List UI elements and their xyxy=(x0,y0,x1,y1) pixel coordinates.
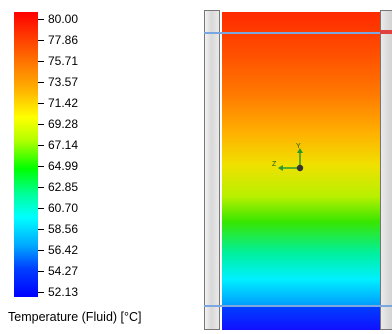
color-scale-bar xyxy=(14,12,38,297)
y-axis-arrowhead xyxy=(297,148,303,153)
left-wall xyxy=(204,10,220,330)
legend-tick-mark xyxy=(38,271,44,272)
bottom-interface-line xyxy=(204,305,392,307)
legend-tick-mark xyxy=(38,229,44,230)
temperature-legend: 80.00 77.86 75.71 73.57 71.42 69.28 67.14 64.99… xyxy=(8,12,142,324)
legend-tick-mark xyxy=(38,166,44,167)
legend-tick-mark xyxy=(38,145,44,146)
legend-tick-label: 80.00 xyxy=(48,12,79,26)
legend-tick-label: 77.86 xyxy=(48,33,79,47)
legend-tick-label: 60.70 xyxy=(48,201,79,215)
legend-tick-label: 73.57 xyxy=(48,75,79,89)
legend-tick-label: 75.71 xyxy=(48,54,79,68)
top-interface-line xyxy=(204,32,392,34)
legend-tick-label: 67.14 xyxy=(48,138,79,152)
right-wall xyxy=(380,10,392,330)
legend-tick-mark xyxy=(38,187,44,188)
z-axis-arrowhead xyxy=(278,165,283,171)
legend-tick-mark xyxy=(38,103,44,104)
triad-origin xyxy=(296,164,304,172)
legend-tick-label: 52.13 xyxy=(48,285,79,299)
legend-tick-label: 56.42 xyxy=(48,243,79,257)
legend-tick-label: 71.42 xyxy=(48,96,79,110)
legend-title: Temperature (Fluid) [°C] xyxy=(8,310,142,324)
coordinate-triad-icon: Y Z xyxy=(272,143,304,172)
legend-tick-mark xyxy=(38,208,44,209)
z-axis-label: Z xyxy=(272,161,277,168)
legend-tick-label: 54.27 xyxy=(48,264,79,278)
legend-tick-mark xyxy=(38,124,44,125)
legend-tick-mark xyxy=(38,40,44,41)
y-axis-label: Y xyxy=(296,143,301,150)
legend-tick-label: 62.85 xyxy=(48,180,79,194)
outlet-band xyxy=(222,306,380,330)
legend-tick-mark xyxy=(38,82,44,83)
legend-tick-label: 69.28 xyxy=(48,117,79,131)
legend-tick-mark xyxy=(38,250,44,251)
inlet-marker xyxy=(380,30,392,34)
legend-tick-mark xyxy=(38,61,44,62)
legend-tick-mark xyxy=(38,19,44,20)
legend-tick-label: 64.99 xyxy=(48,159,79,173)
legend-tick-mark xyxy=(38,292,44,293)
legend-tick-label: 58.56 xyxy=(48,222,79,236)
